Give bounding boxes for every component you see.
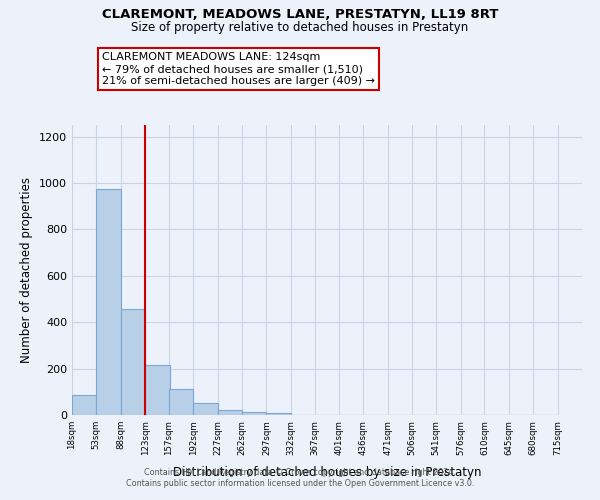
Bar [193, 404, 218, 415]
Y-axis label: Number of detached properties: Number of detached properties [20, 177, 34, 363]
Bar [72, 396, 97, 415]
Text: Size of property relative to detached houses in Prestatyn: Size of property relative to detached ho… [131, 21, 469, 34]
Bar [242, 412, 266, 415]
Bar [145, 365, 170, 415]
X-axis label: Distribution of detached houses by size in Prestatyn: Distribution of detached houses by size … [173, 466, 481, 479]
Bar [97, 189, 121, 415]
Text: Contains HM Land Registry data © Crown copyright and database right 2024.
Contai: Contains HM Land Registry data © Crown c… [126, 468, 474, 487]
Bar [169, 390, 193, 415]
Bar [266, 412, 291, 415]
Text: CLAREMONT MEADOWS LANE: 124sqm
← 79% of detached houses are smaller (1,510)
21% : CLAREMONT MEADOWS LANE: 124sqm ← 79% of … [102, 52, 375, 86]
Bar [218, 410, 242, 415]
Bar [121, 310, 145, 415]
Text: CLAREMONT, MEADOWS LANE, PRESTATYN, LL19 8RT: CLAREMONT, MEADOWS LANE, PRESTATYN, LL19… [102, 8, 498, 20]
